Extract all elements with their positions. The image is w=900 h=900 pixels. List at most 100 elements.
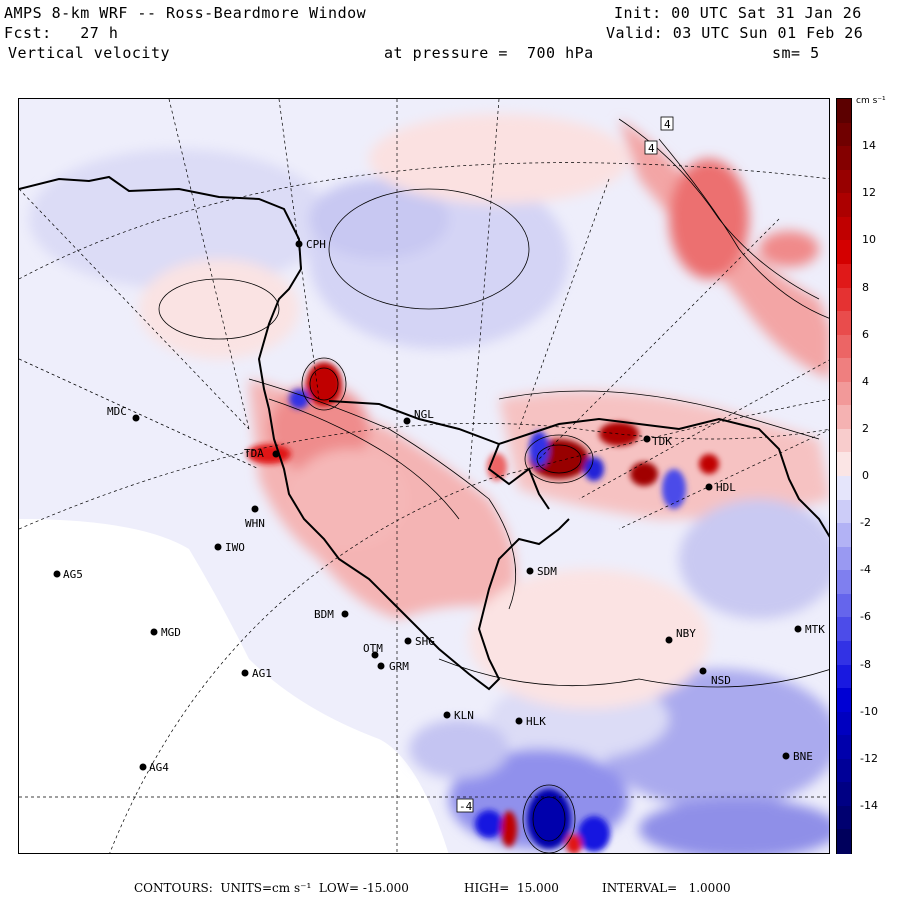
- svg-text:4: 4: [664, 118, 671, 131]
- svg-text:AG4: AG4: [149, 761, 169, 774]
- svg-text:-4: -4: [459, 800, 473, 813]
- station-otm[interactable]: OTM: [363, 642, 383, 659]
- colorbar-tick: 6: [862, 327, 869, 341]
- svg-text:AG5: AG5: [63, 568, 83, 581]
- svg-text:4: 4: [648, 142, 655, 155]
- svg-text:NSD: NSD: [711, 674, 731, 687]
- station-nby[interactable]: NBY: [665, 627, 697, 644]
- station-ag4[interactable]: AG4: [139, 761, 170, 774]
- colorbar-segment: [837, 711, 851, 736]
- colorbar-segment: [837, 287, 851, 312]
- svg-text:BDM: BDM: [314, 608, 334, 621]
- colorbar-segment: [837, 617, 851, 642]
- colorbar-tick: -2: [860, 516, 871, 530]
- station-ngl[interactable]: NGL: [403, 408, 435, 425]
- map-canvas: CPH MDC TDA NGL WHN IWO AG5 MGD BDM OTM …: [19, 99, 829, 853]
- svg-text:NBY: NBY: [676, 627, 696, 640]
- colorbar-tick: -10: [860, 704, 878, 718]
- svg-text:OTM: OTM: [363, 642, 383, 655]
- svg-text:TDK: TDK: [652, 435, 672, 448]
- station-bdm[interactable]: BDM: [314, 608, 349, 621]
- colorbar-segment: [837, 216, 851, 241]
- station-ag1[interactable]: AG1: [241, 667, 272, 680]
- station-grm[interactable]: GRM: [377, 660, 410, 673]
- station-hdl[interactable]: HDL: [705, 481, 737, 494]
- colorbar-segment: [837, 829, 851, 854]
- colorbar-segment: [837, 688, 851, 713]
- station-mdc[interactable]: MDC: [107, 405, 140, 422]
- colorbar-segment: [837, 99, 851, 124]
- station-mtk[interactable]: MTK: [794, 623, 826, 636]
- colorbar-tick: 8: [862, 280, 869, 294]
- svg-text:BNE: BNE: [793, 750, 813, 763]
- footer-contours: CONTOURS: UNITS=cm s⁻¹ LOW= -15.000: [134, 881, 409, 895]
- colorbar-segment: [837, 405, 851, 430]
- svg-text:HLK: HLK: [526, 715, 546, 728]
- colorbar-segment: [837, 546, 851, 571]
- svg-text:GRM: GRM: [389, 660, 409, 673]
- svg-text:IWO: IWO: [225, 541, 245, 554]
- svg-text:KLN: KLN: [454, 709, 474, 722]
- svg-text:MGD: MGD: [161, 626, 181, 639]
- colorbar-segment: [837, 758, 851, 783]
- colorbar-tick: -6: [860, 610, 871, 624]
- coastline: [19, 175, 829, 691]
- colorbar-segment: [837, 122, 851, 147]
- svg-text:HDL: HDL: [716, 481, 736, 494]
- svg-text:MTK: MTK: [805, 623, 825, 636]
- colorbar-segment: [837, 735, 851, 760]
- station-tda[interactable]: TDA: [244, 447, 280, 460]
- colorbar-segment: [837, 146, 851, 171]
- station-mgd[interactable]: MGD: [150, 626, 181, 639]
- colorbar-segment: [837, 334, 851, 359]
- colorbar-segment: [837, 381, 851, 406]
- colorbar-segment: [837, 476, 851, 501]
- station-tdk[interactable]: TDK: [643, 435, 673, 448]
- station-whn[interactable]: WHN: [245, 505, 265, 531]
- station-shg[interactable]: SHG: [404, 635, 435, 648]
- station-nsd[interactable]: NSD: [699, 667, 731, 688]
- colorbar-tick: 12: [862, 186, 876, 200]
- svg-text:SDM: SDM: [537, 565, 557, 578]
- colorbar-segment: [837, 311, 851, 336]
- contour-label: 4: [660, 116, 674, 131]
- graticule: [19, 99, 829, 853]
- colorbar-tick: -14: [860, 798, 878, 812]
- svg-text:TDA: TDA: [244, 447, 264, 460]
- station-iwo[interactable]: IWO: [214, 541, 245, 554]
- colorbar-segment: [837, 640, 851, 665]
- station-layer: CPH MDC TDA NGL WHN IWO AG5 MGD BDM OTM …: [53, 238, 826, 774]
- svg-text:CPH: CPH: [306, 238, 326, 251]
- station-kln[interactable]: KLN: [443, 709, 474, 722]
- footer-interval: INTERVAL= 1.0000: [602, 881, 731, 895]
- colorbar-segment: [837, 169, 851, 194]
- station-hlk[interactable]: HLK: [515, 715, 547, 728]
- colorbar-tick: -8: [860, 657, 871, 671]
- colorbar-segment: [837, 805, 851, 830]
- colorbar-segment: [837, 499, 851, 524]
- station-sdm[interactable]: SDM: [526, 565, 558, 578]
- colorbar-units: cm s⁻¹: [856, 96, 886, 106]
- colorbar-tick: 10: [862, 233, 876, 247]
- svg-text:SHG: SHG: [415, 635, 435, 648]
- colorbar-segment: [837, 523, 851, 548]
- station-cph[interactable]: CPH: [295, 238, 326, 251]
- colorbar-segment: [837, 782, 851, 807]
- colorbar-tick: 0: [862, 469, 869, 482]
- colorbar-tick: -12: [860, 751, 878, 765]
- svg-text:AG1: AG1: [252, 667, 272, 680]
- svg-text:MDC: MDC: [107, 405, 127, 418]
- field-name: Vertical velocity: [8, 44, 171, 62]
- colorbar-segment: [837, 570, 851, 595]
- contour-label: -4: [456, 798, 474, 813]
- forecast-hour: Fcst: 27 h: [4, 24, 119, 42]
- colorbar-segment: [837, 358, 851, 383]
- station-ag5[interactable]: AG5: [53, 568, 83, 581]
- station-bne[interactable]: BNE: [782, 750, 813, 763]
- colorbar-segment: [837, 452, 851, 477]
- colorbar-segment: [837, 193, 851, 218]
- field-blobs: [29, 114, 829, 853]
- colorbar-tick: 2: [862, 421, 869, 435]
- colorbar-segment: [837, 263, 851, 288]
- svg-text:NGL: NGL: [414, 408, 434, 421]
